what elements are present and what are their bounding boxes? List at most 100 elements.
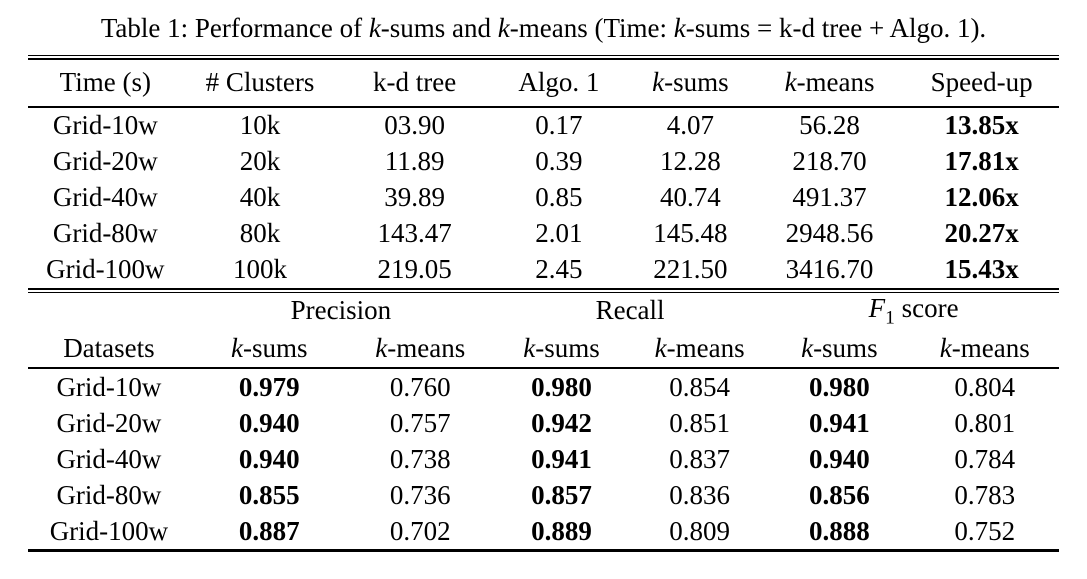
caption-italic-k: k (368, 13, 381, 43)
value-cell: 218.70 (792, 146, 867, 177)
empty-cell (28, 293, 190, 329)
value-cell: 17.81x (944, 146, 1019, 177)
dataset-label: Grid-40w (52, 182, 158, 213)
col-header-algo1: Algo. 1 (518, 67, 600, 98)
table-row: Grid-40w 40k 39.89 0.85 40.74 491.37 12.06x (28, 180, 1059, 216)
dataset-label: Grid-40w (56, 443, 162, 474)
caption-italic-k: k (497, 13, 510, 43)
value-cell: 0.940 (808, 443, 870, 474)
value-cell: 0.942 (531, 407, 592, 438)
value-cell: 0.854 (669, 371, 731, 402)
dataset-label: Grid-20w (52, 146, 158, 177)
value-cell: 2948.56 (785, 218, 874, 249)
caption-text: Table 1: Performance of (100, 13, 369, 43)
accuracy-subheader-row: Datasets k-sums k-means k-sums k-means k… (28, 329, 1059, 369)
table-row: Grid-10w 0.979 0.760 0.980 0.854 0.980 0.804 (28, 368, 1059, 405)
value-cell: 10k (239, 110, 281, 141)
caption-text: -sums and (380, 13, 498, 43)
value-cell: 491.37 (792, 182, 867, 213)
group-header-recall: Recall (595, 295, 665, 326)
dataset-label: Grid-10w (52, 110, 158, 141)
value-cell: 2.01 (535, 218, 583, 249)
value-cell: 0.889 (531, 515, 592, 546)
value-cell: 145.48 (653, 218, 728, 249)
dataset-label: Grid-10w (56, 371, 162, 402)
value-cell: 0.888 (808, 515, 870, 546)
col-header-speedup: Speed-up (930, 67, 1033, 98)
runtime-table: Time (s) # Clusters k-d tree Algo. 1 k-s… (28, 60, 1059, 288)
value-cell: 40.74 (660, 182, 721, 213)
value-cell: 39.89 (384, 182, 445, 213)
table-row: Grid-40w 0.940 0.738 0.941 0.837 0.940 0.784 (28, 441, 1059, 477)
value-cell: 0.39 (535, 146, 583, 177)
value-cell: 56.28 (799, 110, 860, 141)
bottom-rule (28, 549, 1059, 553)
value-cell: 0.855 (238, 479, 300, 510)
value-cell: 0.809 (669, 515, 731, 546)
table-row: Grid-20w 20k 11.89 0.39 12.28 218.70 17.81x (28, 144, 1059, 180)
accuracy-table: Precision Recall F1 score Datasets k-sum… (28, 293, 1059, 549)
value-cell: 100k (232, 254, 287, 285)
col-header-datasets: Datasets (63, 332, 155, 363)
value-cell: 12.28 (660, 146, 721, 177)
value-cell: 0.979 (238, 371, 300, 402)
group-header-precision: Precision (290, 295, 392, 326)
table-caption: Table 1: Performance of k-sums and k-mea… (28, 6, 1059, 55)
dataset-label: Grid-80w (52, 218, 158, 249)
col-header-ksums: k-sums (652, 67, 729, 98)
value-cell: 0.887 (238, 515, 300, 546)
value-cell: 0.836 (669, 479, 731, 510)
value-cell: 15.43x (944, 254, 1019, 285)
value-cell: 0.857 (531, 479, 592, 510)
value-cell: 0.856 (808, 479, 870, 510)
table-row: Grid-100w 0.887 0.702 0.889 0.809 0.888 0.752 (28, 513, 1059, 549)
subcol-recall-ksums: k-sums (523, 332, 600, 363)
table-row: Grid-80w 80k 143.47 2.01 145.48 2948.56 20.27x (28, 216, 1059, 252)
value-cell: 0.736 (389, 479, 451, 510)
value-cell: 0.941 (531, 443, 592, 474)
value-cell: 0.17 (535, 110, 583, 141)
value-cell: 0.804 (954, 371, 1016, 402)
col-header-kdtree: k-d tree (373, 67, 457, 98)
dataset-label: Grid-80w (56, 479, 162, 510)
group-header-f1-score: F1 score (868, 292, 959, 329)
dataset-label: Grid-100w (46, 254, 165, 285)
value-cell: 0.760 (389, 371, 451, 402)
subcol-precision-ksums: k-sums (230, 332, 308, 363)
runtime-header-row: Time (s) # Clusters k-d tree Algo. 1 k-s… (28, 60, 1059, 107)
value-cell: 0.801 (954, 407, 1016, 438)
table-row: Grid-100w 100k 219.05 2.45 221.50 3416.70 15.4… (28, 252, 1059, 288)
value-cell: 0.783 (954, 479, 1016, 510)
caption-text: -sums = k-d tree + Algo. 1). (685, 13, 987, 43)
col-header-kmeans: k-means (784, 67, 875, 98)
value-cell: 03.90 (384, 110, 445, 141)
section-divider-rule (28, 287, 1059, 293)
value-cell: 40k (239, 182, 281, 213)
value-cell: 3416.70 (785, 254, 874, 285)
value-cell: 0.980 (808, 371, 870, 402)
value-cell: 0.837 (669, 443, 731, 474)
value-cell: 11.89 (384, 146, 445, 177)
dataset-label: Grid-20w (56, 407, 162, 438)
value-cell: 13.85x (944, 110, 1019, 141)
col-header-clusters: # Clusters (205, 67, 315, 98)
value-cell: 80k (239, 218, 281, 249)
value-cell: 0.784 (954, 443, 1016, 474)
value-cell: 0.752 (954, 515, 1016, 546)
value-cell: 221.50 (653, 254, 728, 285)
value-cell: 0.85 (535, 182, 583, 213)
value-cell: 0.702 (389, 515, 451, 546)
paper-table-figure: Table 1: Performance of k-sums and k-mea… (28, 6, 1059, 553)
value-cell: 12.06x (944, 182, 1019, 213)
value-cell: 219.05 (377, 254, 452, 285)
value-cell: 20k (239, 146, 281, 177)
dataset-label: Grid-100w (49, 515, 169, 546)
table-row: Grid-10w 10k 03.90 0.17 4.07 56.28 13.85x (28, 107, 1059, 144)
value-cell: 0.738 (389, 443, 451, 474)
value-cell: 0.940 (238, 443, 300, 474)
value-cell: 0.851 (669, 407, 731, 438)
col-header-time: Time (s) (59, 67, 151, 98)
subcol-precision-kmeans: k-means (375, 332, 466, 363)
table-row: Grid-20w 0.940 0.757 0.942 0.851 0.941 0.801 (28, 405, 1059, 441)
caption-italic-k: k (673, 13, 686, 43)
